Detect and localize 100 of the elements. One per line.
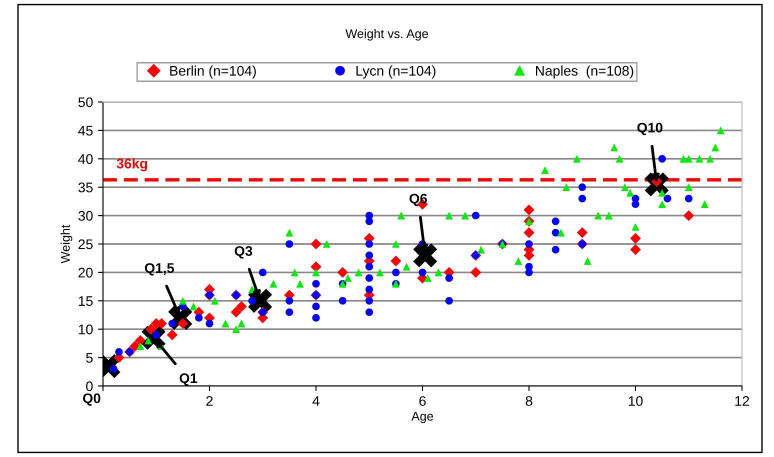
point [632,200,640,208]
point [445,274,453,282]
chart-title: Weight vs. Age [345,28,428,41]
point [684,183,693,192]
legend-label: Berlin (n=104) [170,66,256,78]
point [286,296,294,305]
point [115,348,123,356]
y-tick-label: 15 [78,296,93,306]
point [472,212,480,220]
point [680,154,688,163]
x-tick-label: 12 [735,396,750,406]
y-tick-label: 5 [86,353,93,363]
point [696,154,704,163]
point [477,246,485,254]
point [514,257,522,265]
y-tick-label: 0 [86,381,93,392]
annotation: Q0 [82,393,100,406]
point [630,232,641,244]
x-tick-label: 10 [628,396,643,406]
point [236,301,247,312]
x-tick-label: 2 [206,396,213,406]
point [365,217,374,226]
point [230,306,242,318]
x-axis-title: Age [411,412,434,424]
x-tick-label: 4 [312,396,320,406]
point [684,194,693,202]
point [445,296,453,305]
point [134,335,146,346]
point [552,217,560,226]
point [525,240,533,248]
point [610,144,618,152]
point [206,320,214,328]
point [621,183,629,192]
point [146,324,156,335]
point [248,296,256,305]
point [376,268,384,276]
point [337,267,348,278]
point [354,268,362,276]
point [312,280,320,288]
point [312,302,320,310]
point [365,240,374,248]
annotation: Q10 [637,122,662,136]
point [365,252,374,260]
annotation: Q6 [410,194,427,206]
point [712,144,720,152]
y-axis-title: Weight [60,224,72,264]
point [470,267,482,278]
point [658,189,666,197]
point [238,320,246,328]
point [552,228,560,236]
point [700,200,709,208]
point [365,308,374,316]
point [461,212,469,220]
point [136,342,144,350]
point [658,154,666,163]
point [557,228,565,236]
y-tick-label: 40 [78,154,93,164]
point [211,296,219,305]
point [390,256,402,266]
y-tick-label: 25 [78,239,93,250]
x-tick-label: 6 [419,396,426,406]
point [392,240,400,248]
point [195,314,203,322]
point [524,227,534,238]
point [418,268,426,276]
point [286,308,294,316]
y-tick-label: 30 [78,210,93,221]
point [434,268,442,276]
point [605,212,613,220]
point [626,189,634,197]
point [190,302,198,310]
y-tick-label: 35 [78,182,93,192]
point [392,268,400,276]
x-tick-label: 8 [526,396,532,406]
point [445,212,453,220]
point [168,320,176,328]
y-tick-label: 45 [78,126,93,136]
point [286,228,294,236]
point [658,200,666,208]
y-tick-label: 50 [78,97,93,108]
point [232,325,240,334]
point [578,183,586,192]
point [402,262,410,271]
point [290,268,299,276]
point [270,280,278,288]
point [397,212,406,220]
y-tick-label: 10 [78,324,93,334]
point [683,210,694,221]
point [594,212,602,220]
point [365,262,374,271]
point [716,126,725,134]
point [365,286,374,294]
point [562,183,570,192]
point [179,296,187,305]
point [576,227,588,238]
point [338,296,346,305]
annotation: Q1 [180,373,198,386]
annotation: Q3 [234,246,252,259]
point [573,154,581,163]
point [616,154,624,163]
